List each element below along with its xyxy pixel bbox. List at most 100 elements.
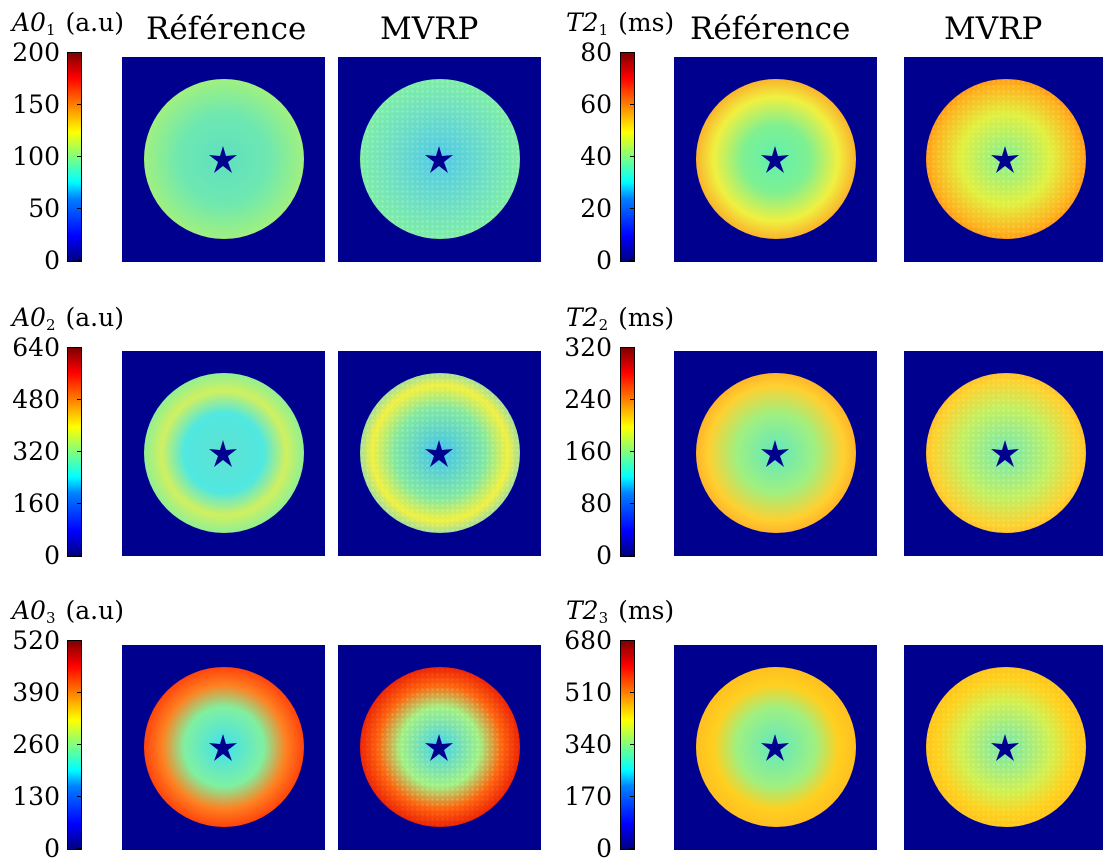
symbol-index: 1 [598, 21, 609, 39]
colorbar-tick-mark [630, 451, 635, 452]
colorbar-tick-mark [77, 796, 82, 797]
colorbar-tick-label: 170 [564, 782, 612, 811]
colorbar-tick-label: 20 [580, 194, 612, 223]
colorbar-tick-mark [630, 692, 635, 693]
colorbar-tick-mark [630, 347, 635, 348]
map-right-reference-row2 [674, 351, 877, 556]
colorbar-tick-label: 80 [580, 38, 612, 67]
central-star-hole [991, 734, 1019, 761]
colorbar-tick-mark [630, 52, 635, 53]
colorbar-tick-label: 160 [12, 489, 60, 518]
colorbar-tick-mark [630, 796, 635, 797]
colorbar-tick-label: 390 [12, 678, 60, 707]
colorbar-tick-mark [77, 208, 82, 209]
map-right-reference-row1 [674, 57, 877, 262]
colorbar-tick-label: 260 [12, 730, 60, 759]
colorbar-tick-label: 520 [12, 626, 60, 655]
colorbar-tick-mark [77, 104, 82, 105]
unit-text: (ms) [618, 596, 675, 625]
symbol-text: A0 [12, 596, 46, 625]
map-left-reference-row3 [122, 645, 325, 850]
label-left-row2: A02 (a.u) [12, 305, 124, 333]
colorbar-tick-label: 0 [44, 541, 60, 570]
symbol-index: 2 [598, 316, 609, 334]
unit-text: (ms) [618, 8, 675, 37]
unit-text: (a.u) [65, 8, 124, 37]
header-right-mvrp: MVRP [944, 11, 1043, 47]
colorbar-left-row3 [67, 640, 82, 850]
colorbar-tick-label: 680 [564, 626, 612, 655]
colorbar-tick-mark [77, 156, 82, 157]
colorbar-left-row2 [67, 347, 82, 557]
colorbar-tick-label: 0 [596, 834, 612, 863]
colorbar-tick-label: 50 [28, 194, 60, 223]
label-left-row3: A03 (a.u) [12, 598, 124, 626]
label-left-row1: A01 (a.u) [12, 10, 124, 38]
colorbar-tick-mark [630, 156, 635, 157]
colorbar-tick-mark [77, 347, 82, 348]
colorbar-right-row3 [620, 640, 635, 850]
central-star-hole [425, 734, 453, 761]
colorbar-right-row2 [620, 347, 635, 557]
central-star-hole [209, 146, 237, 173]
colorbar-tick-mark [630, 260, 635, 261]
colorbar-tick-mark [77, 52, 82, 53]
colorbar-tick-label: 0 [44, 246, 60, 275]
colorbar-right-row1 [620, 52, 635, 262]
colorbar-tick-label: 320 [12, 437, 60, 466]
central-star-hole [761, 734, 789, 761]
map-left-mvrp-row3 [338, 645, 541, 850]
colorbar-tick-mark [77, 640, 82, 641]
colorbar-tick-label: 0 [596, 246, 612, 275]
colorbar-tick-label: 240 [564, 385, 612, 414]
colorbar-tick-label: 60 [580, 90, 612, 119]
symbol-index: 1 [45, 21, 56, 39]
header-left-reference: Référence [146, 11, 307, 47]
colorbar-tick-mark [630, 744, 635, 745]
colorbar-tick-label: 510 [564, 678, 612, 707]
colorbar-tick-mark [630, 208, 635, 209]
colorbar-tick-label: 130 [12, 782, 60, 811]
map-left-mvrp-row2 [338, 351, 541, 556]
colorbar-tick-label: 40 [580, 142, 612, 171]
colorbar-left-row1 [67, 52, 82, 262]
colorbar-tick-mark [77, 260, 82, 261]
colorbar-tick-mark [630, 848, 635, 849]
central-star-hole [425, 146, 453, 173]
unit-text: (a.u) [65, 303, 124, 332]
colorbar-tick-label: 80 [580, 489, 612, 518]
colorbar-tick-mark [630, 640, 635, 641]
colorbar-tick-mark [630, 503, 635, 504]
central-star-hole [991, 146, 1019, 173]
symbol-index: 3 [598, 609, 609, 627]
unit-text: (a.u) [65, 596, 124, 625]
colorbar-tick-label: 480 [12, 385, 60, 414]
colorbar-tick-mark [630, 555, 635, 556]
colorbar-tick-label: 640 [12, 333, 60, 362]
colorbar-tick-mark [630, 104, 635, 105]
symbol-text: T2 [566, 596, 599, 625]
symbol-text: T2 [566, 303, 599, 332]
map-right-mvrp-row1 [904, 57, 1103, 262]
colorbar-tick-label: 340 [564, 730, 612, 759]
symbol-index: 3 [45, 609, 56, 627]
map-right-mvrp-row2 [904, 351, 1103, 556]
map-left-mvrp-row1 [338, 57, 541, 262]
colorbar-tick-label: 150 [12, 90, 60, 119]
central-star-hole [761, 440, 789, 467]
central-star-hole [209, 440, 237, 467]
colorbar-tick-mark [630, 399, 635, 400]
central-star-hole [425, 440, 453, 467]
symbol-text: A0 [12, 303, 46, 332]
label-right-row1: T21 (ms) [566, 10, 674, 38]
colorbar-tick-mark [77, 848, 82, 849]
label-right-row3: T23 (ms) [566, 598, 674, 626]
colorbar-tick-mark [77, 744, 82, 745]
symbol-text: T2 [566, 8, 599, 37]
colorbar-tick-mark [77, 399, 82, 400]
colorbar-tick-label: 320 [564, 333, 612, 362]
map-left-reference-row2 [122, 351, 325, 556]
map-right-mvrp-row3 [904, 645, 1103, 850]
colorbar-tick-mark [77, 555, 82, 556]
colorbar-tick-mark [77, 692, 82, 693]
